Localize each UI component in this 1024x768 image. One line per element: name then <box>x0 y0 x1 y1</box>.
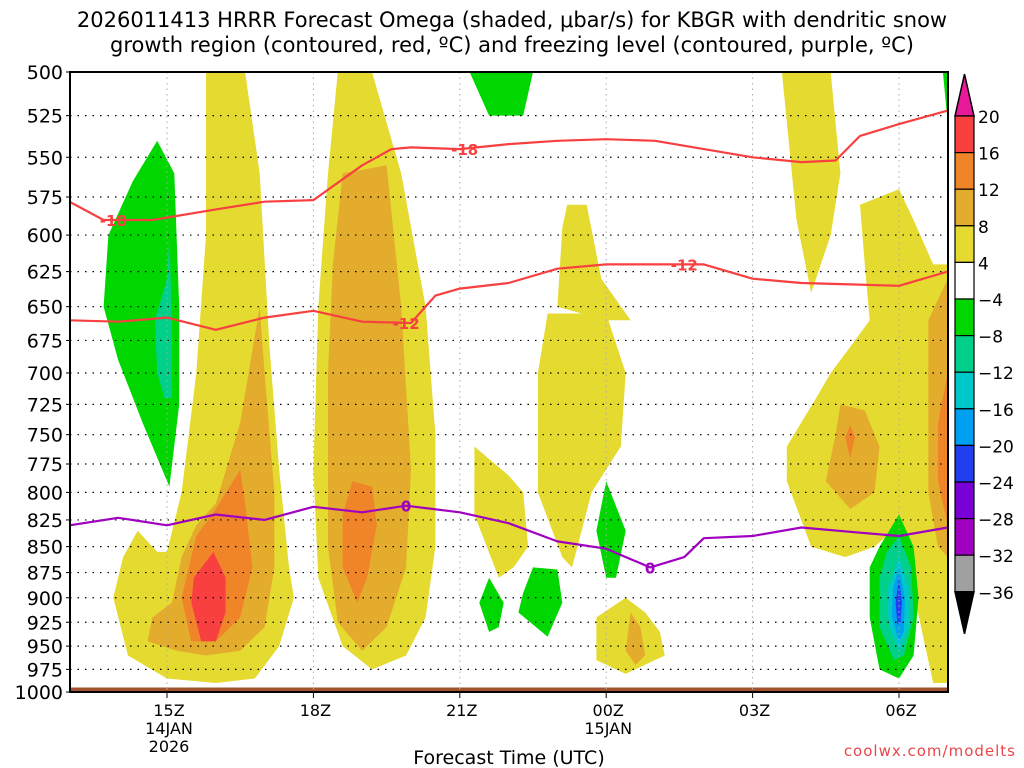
y-tick-label: 975 <box>27 659 63 681</box>
y-tick-label: 700 <box>27 363 63 385</box>
dgz-contour-label: -12 <box>393 315 420 333</box>
colorbar-swatch <box>954 188 975 227</box>
plot-border <box>69 71 949 693</box>
colorbar-label: 20 <box>978 108 1000 128</box>
y-tick-label: 1000 <box>15 682 63 704</box>
y-tick-label: 725 <box>27 394 63 416</box>
omega-region-red-a <box>191 551 226 642</box>
y-tick-label: 550 <box>27 147 63 169</box>
omega-region-yellow-mid-a <box>474 446 529 578</box>
colorbar-swatch <box>954 481 975 520</box>
y-tick-label: 800 <box>27 482 63 504</box>
omega-region-yellow-right-upper <box>781 72 841 293</box>
chart-title-line-2: growth region (contoured, red, ºC) and f… <box>110 33 914 57</box>
omega-region-teal-neg-left <box>154 235 172 399</box>
omega-region-yellow-c-upper <box>557 204 631 321</box>
colorbar-label: 4 <box>978 254 989 274</box>
x-tick-label: 21Z <box>446 701 477 720</box>
colorbar-bottom-arrow <box>954 591 975 634</box>
colorbar-legend: 20 16 12 8 4 −4 −8 −12 −16 −20 −24 −28 −32 −36 <box>954 73 1014 634</box>
x-tick-label: 06Z <box>885 701 916 720</box>
omega-region-orange-small-d <box>625 612 646 665</box>
y-axis: 500 525 550 575 600 625 650 675 700 725 750 775 800 8… <box>15 62 70 704</box>
freezing-level-label: 0 <box>645 559 655 577</box>
omega-region-green-small-c <box>518 567 563 637</box>
omega-region-green-small-b <box>479 577 504 632</box>
colorbar-label: −4 <box>978 291 1003 311</box>
colorbar-label: −12 <box>978 364 1014 384</box>
x-tick-label: 03Z <box>739 701 770 720</box>
y-tick-label: 875 <box>27 563 63 585</box>
y-tick-label: 525 <box>27 106 63 128</box>
colorbar-swatch <box>954 335 975 373</box>
colorbar-swatch <box>954 408 975 446</box>
colorbar-label: −24 <box>978 474 1014 494</box>
y-tick-label: 575 <box>27 187 63 209</box>
omega-region-orange-right-a <box>825 404 880 509</box>
dgz-contour-label: -18 <box>100 212 127 230</box>
omega-region-yellow-mid-b <box>537 313 626 568</box>
y-tick-label: 750 <box>27 425 63 447</box>
colorbar-top-arrow <box>954 73 975 117</box>
colorbar-swatch <box>954 371 975 410</box>
y-tick-label: 625 <box>27 262 63 284</box>
y-tick-label: 850 <box>27 537 63 559</box>
colorbar-swatch <box>954 298 975 337</box>
colorbar-swatch <box>954 225 975 264</box>
colorbar-label: −36 <box>978 584 1014 604</box>
omega-region-dark-orange-right <box>938 373 948 526</box>
colorbar-swatch <box>954 517 975 556</box>
colorbar-swatch <box>954 115 975 154</box>
colorbar-label: −16 <box>978 401 1014 421</box>
freezing-level-line <box>70 504 948 569</box>
colorbar-label: −8 <box>978 328 1003 348</box>
colorbar-label: −20 <box>978 437 1014 457</box>
x-axis-label: Forecast Time (UTC) <box>413 747 604 768</box>
omega-region-green-neg-left <box>103 140 180 487</box>
x-tick-label: 18Z <box>300 701 331 720</box>
dgz-contour-label: -12 <box>671 256 698 274</box>
y-tick-label: 650 <box>27 297 63 319</box>
chart-title-line-1: 2026011413 HRRR Forecast Omega (shaded, … <box>76 8 948 32</box>
terrain-surface <box>70 687 948 692</box>
y-tick-label: 500 <box>27 62 63 84</box>
omega-region-green-top-mid <box>469 72 533 116</box>
omega-region-dark-orange-right-dot <box>845 425 856 459</box>
colorbar-label: 16 <box>978 145 1000 165</box>
dgz-contour-line <box>70 109 948 222</box>
y-tick-label: 600 <box>27 225 63 247</box>
colorbar-label: 8 <box>978 218 989 238</box>
freezing-level-label: 0 <box>401 498 411 516</box>
colorbar-swatch <box>954 554 975 593</box>
x-tick-label: 2026 <box>149 737 190 756</box>
omega-region-green-small-a <box>596 481 626 578</box>
colorbar-swatch <box>954 444 975 483</box>
x-tick-label: 14JAN <box>145 719 193 738</box>
y-tick-label: 825 <box>27 510 63 532</box>
colorbar-swatch <box>954 261 975 300</box>
dgz-contour-label: -18 <box>451 141 478 159</box>
colorbar-label: −28 <box>978 511 1014 531</box>
x-tick-label: 15JAN <box>584 719 632 738</box>
contour-lines: -18 -18 -12 -12 0 0 <box>70 109 948 577</box>
plot-frame <box>69 71 949 693</box>
y-tick-label: 900 <box>27 588 63 610</box>
chart-title: 2026011413 HRRR Forecast Omega (shaded, … <box>0 8 1024 58</box>
y-tick-label: 925 <box>27 612 63 634</box>
colorbar-label: 12 <box>978 181 1000 201</box>
colorbar-swatch <box>954 152 975 190</box>
y-tick-label: 775 <box>27 454 63 476</box>
x-tick-label: 00Z <box>593 701 624 720</box>
dgz-contour-line <box>70 263 948 331</box>
credit-link[interactable]: coolwx.com/modelts <box>844 742 1016 760</box>
omega-shading <box>103 72 948 683</box>
colorbar-label: −32 <box>978 547 1014 567</box>
x-tick-label: 15Z <box>153 701 184 720</box>
y-tick-label: 950 <box>27 636 63 658</box>
y-tick-label: 675 <box>27 330 63 352</box>
terrain-fill <box>70 687 948 692</box>
